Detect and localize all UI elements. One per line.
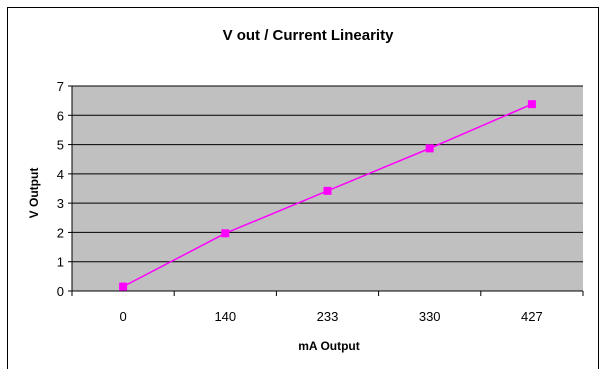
y-tick-label: 7 xyxy=(57,79,64,94)
chart-title: V out / Current Linearity xyxy=(223,27,395,44)
x-axis-ticks: 0 140 233 330 427 xyxy=(119,309,542,324)
data-point xyxy=(323,186,332,195)
x-axis-label: mA Output xyxy=(298,339,360,353)
x-tick-label: 0 xyxy=(119,309,126,324)
data-point xyxy=(425,144,434,153)
x-tick-label: 330 xyxy=(419,309,441,324)
y-tick-label: 4 xyxy=(57,167,64,182)
data-point xyxy=(221,229,230,238)
y-tick-label: 2 xyxy=(57,225,64,240)
gridlines xyxy=(72,85,583,263)
y-axis-ticks: 0 1 2 3 4 5 6 7 xyxy=(57,79,64,299)
x-tick-label: 233 xyxy=(317,309,339,324)
series xyxy=(119,100,536,291)
y-tick-label: 5 xyxy=(57,138,64,153)
x-tick-label: 427 xyxy=(521,309,543,324)
y-tick-label: 3 xyxy=(57,196,64,211)
chart-frame xyxy=(7,7,599,369)
y-tick-label: 6 xyxy=(57,108,64,123)
axes xyxy=(68,85,584,296)
data-point xyxy=(119,282,128,291)
x-tick-label: 140 xyxy=(214,309,236,324)
y-tick-label: 0 xyxy=(57,284,64,299)
data-point xyxy=(527,100,536,109)
y-tick-label: 1 xyxy=(57,255,64,270)
y-axis-label: V Output xyxy=(27,168,41,219)
